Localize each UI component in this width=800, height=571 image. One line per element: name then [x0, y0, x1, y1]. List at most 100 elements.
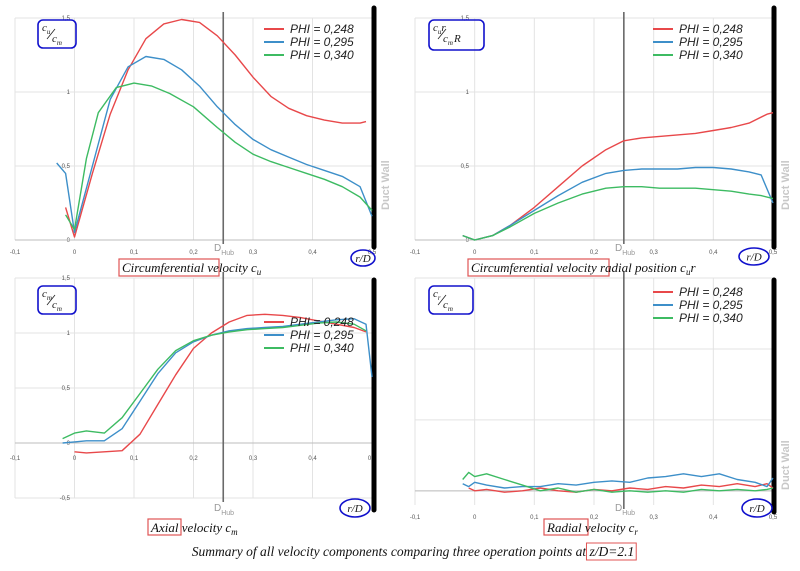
- ylabel-slash: [46, 28, 56, 40]
- ylabel-slash: [46, 294, 56, 306]
- xlabel: r/D: [355, 253, 370, 265]
- series-line-0295: [462, 166, 774, 241]
- panel-caption: Circumferential velocity cu: [122, 260, 262, 277]
- series-line-0340: [65, 82, 373, 231]
- caption-highlight-box: [467, 258, 610, 277]
- hub-label: DHub: [615, 243, 635, 257]
- xlabel-ellipse: [339, 498, 371, 518]
- series-line-0248: [462, 112, 774, 241]
- ylabel-denominator: cm: [52, 33, 62, 47]
- x-tick-label: 0,5: [769, 250, 778, 256]
- series-line-0295: [56, 55, 373, 234]
- ylabel-box: [428, 19, 485, 51]
- duct-wall-label: Duct Wall: [780, 160, 792, 210]
- y-tick-label: 0: [67, 441, 71, 447]
- panel-circumferential-velocity-radial: -0,1 0 0,1 0,2 0,3 0,4 0,5 0 0,5 1 1,5 DHub Duct Wal…: [410, 5, 792, 277]
- ylabel-box: [37, 285, 77, 315]
- x-tick-label: 0,1: [130, 250, 139, 256]
- caption-highlight-box: [147, 518, 182, 536]
- xlabel-ellipse: [741, 498, 773, 518]
- legend-entry: PHI = 0,248: [290, 22, 354, 36]
- x-tick-label: 0,3: [249, 456, 258, 462]
- panel-axial-velocity: -0,100,10,20,30,40,51,510,50-0,5DHubPHI …: [10, 272, 377, 537]
- legend-entry: PHI = 0,248: [290, 315, 354, 329]
- ylabel-denominator: cm: [443, 299, 453, 313]
- x-tick-label: 0,3: [649, 515, 658, 521]
- series-line-0248: [64, 18, 367, 238]
- x-tick-label: 0,2: [590, 515, 599, 521]
- summary-highlight-box: [585, 542, 637, 561]
- x-tick-label: 0: [73, 456, 77, 462]
- ylabel-numerator: cm: [42, 288, 52, 302]
- y-tick-label: 0,5: [62, 164, 71, 170]
- y-tick-label: 0: [67, 238, 71, 244]
- duct-wall-label: Duct Wall: [380, 160, 392, 210]
- hub-label: DHub: [214, 243, 234, 257]
- legend-entry: PHI = 0,295: [290, 35, 354, 49]
- legend-entry: PHI = 0,248: [679, 285, 743, 299]
- x-tick-label: -0,1: [10, 250, 21, 256]
- series-line-0340: [462, 471, 774, 493]
- ylabel-slash: [437, 294, 447, 306]
- x-tick-label: 0,1: [530, 515, 539, 521]
- x-tick-label: 0,4: [709, 250, 718, 256]
- duct-wall-label: Duct Wall: [780, 440, 792, 490]
- x-tick-label: 0,4: [308, 250, 317, 256]
- x-tick-label: 0,2: [590, 250, 599, 256]
- ylabel-denominator: cm: [52, 299, 62, 313]
- ylabel-box: [37, 19, 77, 49]
- series-line-0340: [62, 321, 367, 440]
- x-tick-label: 0,4: [308, 456, 317, 462]
- y-tick-label: -0,5: [60, 496, 71, 502]
- x-tick-label: -0,1: [410, 250, 421, 256]
- x-tick-label: 0,2: [189, 250, 198, 256]
- figure-summary-caption: Summary of all velocity components compa…: [192, 544, 634, 559]
- xlabel: r/D: [746, 252, 761, 264]
- y-tick-label: 1: [466, 90, 470, 96]
- legend-entry: PHI = 0,295: [679, 298, 743, 312]
- xlabel-ellipse: [738, 247, 770, 266]
- y-tick-label: 1,5: [62, 16, 71, 22]
- x-tick-label: -0,1: [410, 515, 421, 521]
- hub-label: DHub: [214, 503, 234, 517]
- x-tick-label: 0,3: [649, 250, 658, 256]
- legend-entry: PHI = 0,340: [679, 311, 743, 325]
- y-tick-label: 0,5: [461, 164, 470, 170]
- y-tick-label: 1: [67, 90, 71, 96]
- x-tick-label: 0,4: [709, 515, 718, 521]
- y-tick-label: 0,5: [62, 386, 71, 392]
- legend-entry: PHI = 0,340: [679, 48, 743, 62]
- series-line-0295: [462, 473, 774, 489]
- panel-caption: Axial velocity cm: [150, 520, 238, 537]
- x-tick-label: 0: [473, 515, 477, 521]
- x-tick-label: 0,1: [530, 250, 539, 256]
- x-tick-label: 0: [473, 250, 477, 256]
- panel-caption: Radial velocity cr: [546, 520, 638, 537]
- ylabel-numerator: cr: [433, 288, 441, 302]
- legend-entry: PHI = 0,248: [679, 22, 743, 36]
- ylabel-numerator: cu: [42, 22, 51, 36]
- x-tick-label: 0: [73, 250, 77, 256]
- caption-highlight-box: [118, 258, 220, 277]
- x-tick-label: -0,1: [10, 456, 21, 462]
- series-line-0340: [462, 186, 774, 241]
- y-tick-label: 1: [67, 331, 71, 337]
- legend-entry: PHI = 0,340: [290, 48, 354, 62]
- xlabel: r/D: [347, 503, 362, 515]
- x-tick-label: 0,3: [249, 250, 258, 256]
- ylabel-box: [428, 285, 474, 315]
- y-tick-label: 1,5: [461, 16, 470, 22]
- x-tick-label: 0,2: [189, 456, 198, 462]
- series-line-0248: [468, 483, 774, 493]
- ylabel-slash: [437, 28, 447, 40]
- y-tick-label: 1,5: [62, 276, 71, 282]
- xlabel: r/D: [749, 503, 764, 515]
- summary-boxed-term: z/D=2.1: [588, 544, 634, 559]
- caption-highlight-box: [543, 518, 589, 536]
- panel-radial-velocity: -0,1 0 0,1 0,2 0,3 0,4 0,5 DHub Duct Wall PHI = 0…: [410, 272, 792, 537]
- x-tick-label: 0,1: [130, 456, 139, 462]
- y-tick-label: 0: [466, 238, 470, 244]
- panel-caption: Circumferential velocity radial position…: [471, 260, 696, 277]
